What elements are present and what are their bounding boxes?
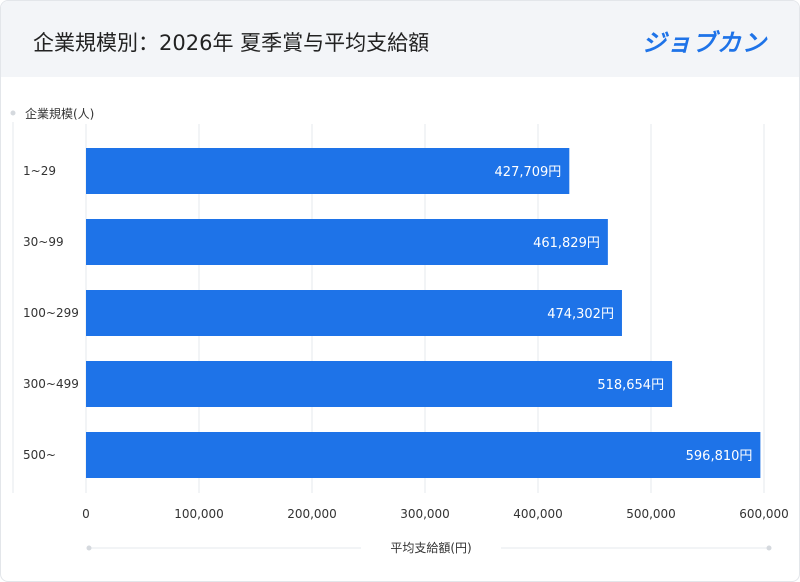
data-label: 596,810円 [686, 449, 753, 464]
data-label: 461,829円 [533, 236, 600, 251]
bar-5 [86, 432, 761, 478]
category-label: 300~499 [23, 377, 79, 391]
x-tick-label: 300,000 [400, 507, 450, 521]
category-label: 1~29 [23, 164, 56, 178]
x-tick-label: 400,000 [513, 507, 563, 521]
bar-4 [86, 361, 673, 407]
category-label: 500~ [23, 448, 56, 462]
data-label: 518,654円 [597, 378, 664, 393]
data-label: 427,709円 [495, 165, 562, 180]
x-tick-label: 100,000 [174, 507, 224, 521]
category-label: 30~99 [23, 235, 64, 249]
y-axis-label: 企業規模(人) [25, 106, 94, 121]
brand-logo: ジョブカン [642, 29, 767, 57]
x-tick-label: 200,000 [287, 507, 337, 521]
x-title-dot-left [86, 545, 92, 551]
x-tick-label: 500,000 [626, 507, 676, 521]
category-label: 100~299 [23, 306, 79, 320]
chart-header: 企業規模別：2026年 夏季賞与平均支給額 ジョブカン [1, 1, 799, 77]
bar-2 [86, 219, 608, 265]
data-label: 474,302円 [547, 307, 614, 322]
x-title-dot-right [766, 545, 772, 551]
x-tick-label: 600,000 [739, 507, 789, 521]
y-axis-cap-dot [10, 110, 16, 116]
chart-title: 企業規模別：2026年 夏季賞与平均支給額 [33, 31, 430, 55]
bar-1 [86, 148, 570, 194]
x-tick-label: 0 [82, 507, 90, 521]
bar-3 [86, 290, 622, 336]
x-axis-label: 平均支給額(円) [390, 541, 471, 555]
